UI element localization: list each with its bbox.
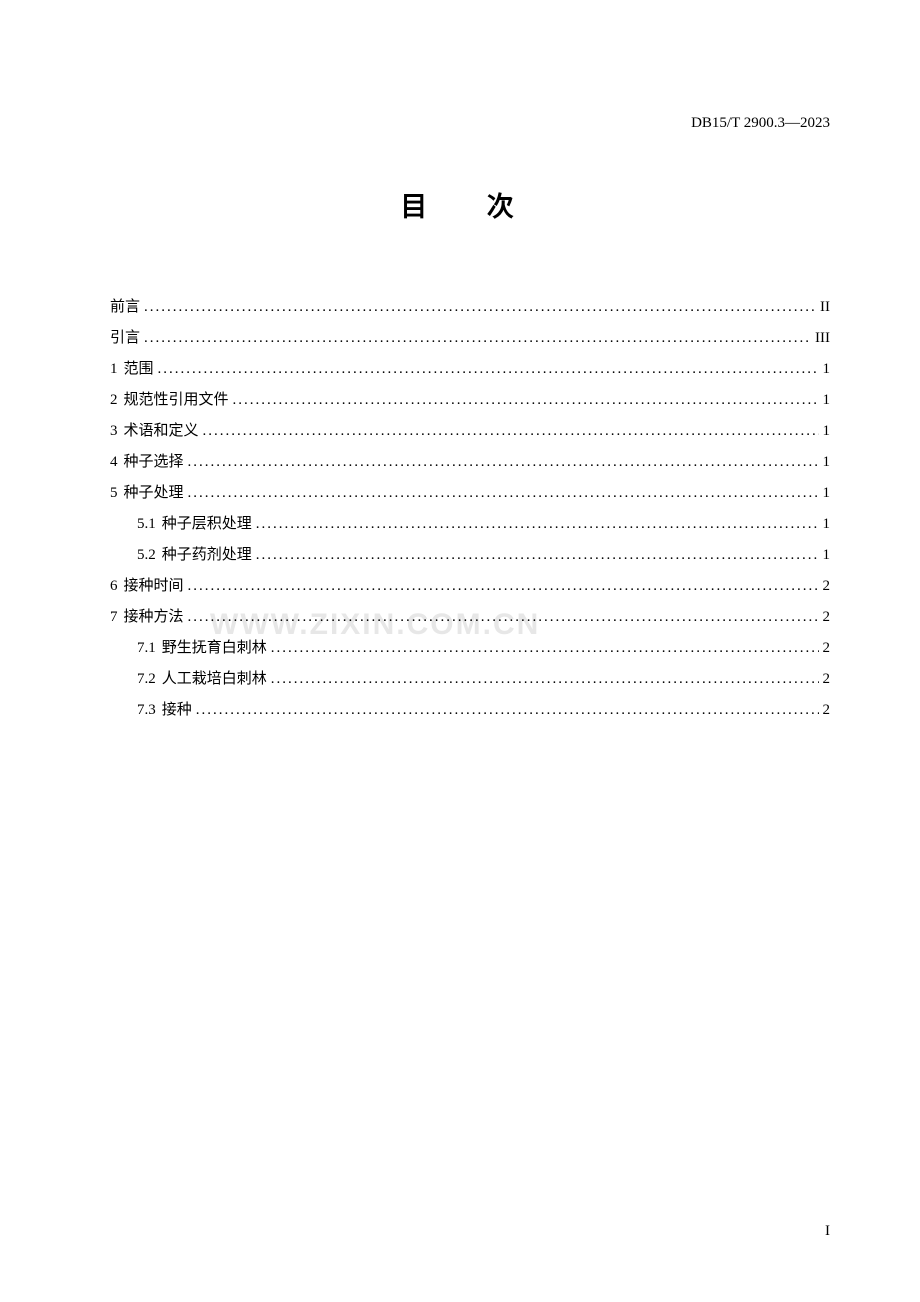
- toc-page: 2: [823, 573, 831, 600]
- toc-label: 接种: [162, 697, 192, 724]
- toc-label: 种子层积处理: [162, 511, 252, 538]
- toc-dots: [188, 573, 819, 600]
- toc-number: 5: [110, 480, 118, 507]
- toc-label: 野生抚育白刺林: [162, 635, 267, 662]
- toc-label: 规范性引用文件: [124, 387, 229, 414]
- toc-page: 1: [823, 542, 831, 569]
- toc-dots: [271, 666, 819, 693]
- toc-dots: [188, 604, 819, 631]
- toc-number: 5.1: [137, 511, 156, 538]
- toc-entry: 前言 II: [110, 294, 830, 321]
- toc-dots: [256, 542, 819, 569]
- toc-label: 前言: [110, 294, 140, 321]
- toc-entry-sub: 7.1 野生抚育白刺林 2: [110, 635, 830, 662]
- toc-dots: [188, 449, 819, 476]
- toc-page: 2: [823, 604, 831, 631]
- toc-entry: 1 范围 1: [110, 356, 830, 383]
- toc-page: 2: [823, 666, 831, 693]
- toc-number: 1: [110, 356, 118, 383]
- toc-entry-sub: 5.1 种子层积处理 1: [110, 511, 830, 538]
- toc-dots: [188, 480, 819, 507]
- table-of-contents: 前言 II 引言 III 1 范围 1 2 规范性引用文件 1 3 术语和定义 …: [110, 294, 830, 724]
- toc-dots: [144, 325, 811, 352]
- toc-dots: [203, 418, 819, 445]
- toc-page: 2: [823, 697, 831, 724]
- toc-entry: 3 术语和定义 1: [110, 418, 830, 445]
- toc-label: 范围: [124, 356, 154, 383]
- document-code: DB15/T 2900.3—2023: [691, 115, 830, 132]
- toc-entry: 7 接种方法 2: [110, 604, 830, 631]
- toc-dots: [233, 387, 819, 414]
- toc-label: 种子处理: [124, 480, 184, 507]
- page-container: DB15/T 2900.3—2023 目 次 前言 II 引言 III 1 范围…: [0, 0, 920, 1302]
- toc-number: 7.3: [137, 697, 156, 724]
- toc-page: II: [820, 294, 830, 321]
- toc-page: 2: [823, 635, 831, 662]
- toc-number: 2: [110, 387, 118, 414]
- toc-dots: [144, 294, 816, 321]
- toc-entry: 5 种子处理 1: [110, 480, 830, 507]
- toc-number: 7.1: [137, 635, 156, 662]
- toc-dots: [158, 356, 819, 383]
- toc-page: 1: [823, 511, 831, 538]
- toc-entry: 引言 III: [110, 325, 830, 352]
- toc-number: 4: [110, 449, 118, 476]
- toc-dots: [196, 697, 819, 724]
- toc-label: 种子选择: [124, 449, 184, 476]
- toc-number: 3: [110, 418, 118, 445]
- toc-entry: 4 种子选择 1: [110, 449, 830, 476]
- toc-dots: [271, 635, 819, 662]
- toc-entry-sub: 7.2 人工栽培白刺林 2: [110, 666, 830, 693]
- toc-page: 1: [823, 418, 831, 445]
- toc-label: 术语和定义: [124, 418, 199, 445]
- toc-number: 7: [110, 604, 118, 631]
- toc-number: 7.2: [137, 666, 156, 693]
- toc-label: 种子药剂处理: [162, 542, 252, 569]
- toc-label: 引言: [110, 325, 140, 352]
- toc-entry: 2 规范性引用文件 1: [110, 387, 830, 414]
- toc-number: 6: [110, 573, 118, 600]
- toc-entry-sub: 7.3 接种 2: [110, 697, 830, 724]
- toc-page: III: [815, 325, 830, 352]
- toc-number: 5.2: [137, 542, 156, 569]
- toc-page: 1: [823, 480, 831, 507]
- toc-label: 接种方法: [124, 604, 184, 631]
- toc-label: 接种时间: [124, 573, 184, 600]
- page-number: I: [825, 1223, 830, 1240]
- toc-page: 1: [823, 449, 831, 476]
- toc-page: 1: [823, 387, 831, 414]
- toc-entry-sub: 5.2 种子药剂处理 1: [110, 542, 830, 569]
- toc-dots: [256, 511, 819, 538]
- toc-page: 1: [823, 356, 831, 383]
- page-title: 目 次: [110, 185, 830, 224]
- toc-label: 人工栽培白刺林: [162, 666, 267, 693]
- toc-entry: 6 接种时间 2: [110, 573, 830, 600]
